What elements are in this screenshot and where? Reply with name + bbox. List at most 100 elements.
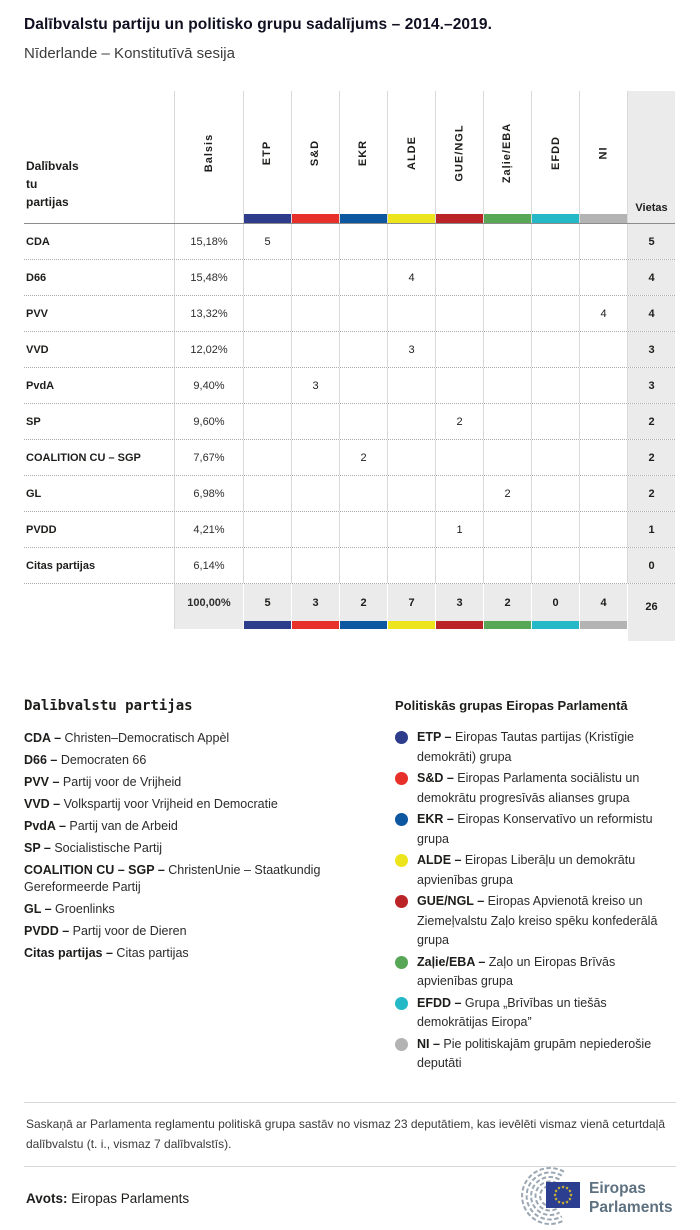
total-group-cell: 0 (532, 584, 580, 629)
total-group-cell: 2 (340, 584, 388, 629)
group-seats-cell: 5 (244, 224, 292, 259)
group-color-bar (484, 214, 531, 223)
group-legend-item: EFDD – Grupa „Brīvības un tiešās demokrā… (395, 994, 676, 1033)
group-col-header: Zaļie/EBA (484, 91, 532, 223)
total-group-cell: 2 (484, 584, 532, 629)
group-color-bar (580, 214, 627, 223)
votes-cell: 9,40% (175, 368, 244, 403)
party-legend-item: PVDD – Partij voor de Dieren (24, 924, 187, 938)
seats-cell: 2 (628, 440, 675, 475)
group-legend-text: ETP – Eiropas Tautas partijas (Kristīgie… (417, 730, 635, 764)
table-row: PVDD 4,21% 1 1 (24, 512, 675, 548)
votes-col-header: Balsis (175, 91, 244, 223)
group-color-dot (395, 895, 408, 908)
group-seats-cell (292, 404, 340, 439)
svg-text:★: ★ (557, 1186, 561, 1192)
group-seats-cell (484, 512, 532, 547)
party-legend-item: PVV – Partij voor de Vrijheid (24, 775, 182, 789)
seats-cell: 5 (628, 224, 675, 259)
group-col-header-label: Zaļie/EBA (501, 122, 514, 183)
group-legend-text: Zaļie/EBA – Zaļo un Eiropas Brīvās apvie… (417, 954, 616, 989)
footnote-divider-bottom (24, 1166, 676, 1167)
svg-text:Parlaments: Parlaments (589, 1199, 673, 1216)
source-label: Avots: (26, 1190, 68, 1206)
party-name-cell: PVDD (24, 512, 175, 547)
svg-text:★: ★ (554, 1189, 558, 1195)
seats-header-cell: Vietas (628, 91, 675, 223)
tail-spacer (24, 629, 628, 641)
votes-cell: 15,48% (175, 260, 244, 295)
group-seats-cell (580, 476, 628, 511)
group-seats-cell (388, 296, 436, 331)
group-seats-cell (484, 296, 532, 331)
group-color-bar (244, 621, 291, 629)
group-seats-cell (388, 476, 436, 511)
group-seats-cell (436, 224, 484, 259)
group-col-header: EFDD (532, 91, 580, 223)
party-name-cell: VVD (24, 332, 175, 367)
group-seats-cell (244, 368, 292, 403)
svg-text:★: ★ (565, 1200, 569, 1206)
seats-cell: 4 (628, 260, 675, 295)
group-seats-cell (340, 332, 388, 367)
page-subtitle: Nīderlande – Konstitutīvā sesija (24, 45, 235, 62)
group-color-bar (388, 621, 435, 629)
group-seats-cell (580, 404, 628, 439)
group-seats-cell (388, 512, 436, 547)
group-seats-cell (292, 548, 340, 583)
group-seats-cell (244, 440, 292, 475)
source-row: Avots: Eiropas Parlaments ★ ★ ★ ★ ★ ★ ★ ★ ★ ★ (24, 1167, 676, 1229)
seats-cell: 4 (628, 296, 675, 331)
table-row: Citas partijas 6,14% 0 (24, 548, 675, 584)
party-name-cell: COALITION CU – SGP (24, 440, 175, 475)
group-seats-cell (532, 260, 580, 295)
group-col-header: NI (580, 91, 628, 223)
total-group-cell: 7 (388, 584, 436, 629)
ep-logo: ★ ★ ★★ ★★ ★★ ★★ ★★ Eiropas Parlaments (521, 1167, 673, 1225)
group-seats-cell (532, 476, 580, 511)
votes-cell: 4,21% (175, 512, 244, 547)
group-legend-text: NI – Pie politiskajām grupām nepiederoši… (417, 1036, 652, 1071)
svg-text:★: ★ (565, 1186, 569, 1192)
group-seats-cell (244, 548, 292, 583)
group-seats-cell (340, 476, 388, 511)
group-seats-cell (436, 548, 484, 583)
group-seats-cell (436, 332, 484, 367)
party-name-cell: GL (24, 476, 175, 511)
table-header-row: Dalībvals tu partijas Balsis ETP S&D EKR… (24, 91, 675, 224)
group-seats-cell (340, 260, 388, 295)
group-seats-cell (388, 368, 436, 403)
seats-cell: 3 (628, 368, 675, 403)
party-legend-item: GL – Groenlinks (24, 902, 115, 916)
eu-flag-icon: ★ ★ ★★ ★★ ★★ ★★ ★★ (546, 1182, 580, 1208)
parties-table: Dalībvals tu partijas Balsis ETP S&D EKR… (24, 91, 675, 641)
group-legend-item: S&D – Eiropas Parlamenta sociālistu un d… (395, 769, 676, 808)
votes-cell: 6,14% (175, 548, 244, 583)
table-row: PvdA 9,40% 3 3 (24, 368, 675, 404)
group-seats-cell (340, 224, 388, 259)
group-legend-heading: Politiskās grupas Eiropas Parlamentā (395, 698, 628, 713)
group-seats-cell (244, 260, 292, 295)
group-seats-cell (244, 476, 292, 511)
group-color-bar (244, 214, 291, 223)
group-legend-text: S&D – Eiropas Parlamenta sociālistu un d… (417, 771, 640, 805)
group-seats-cell (388, 548, 436, 583)
group-seats-cell (436, 368, 484, 403)
party-col-header: Dalībvals tu partijas (24, 91, 175, 223)
group-col-header: ETP (244, 91, 292, 223)
tail-gray (628, 629, 675, 641)
group-col-header-label: ETP (261, 140, 274, 165)
group-color-dot (395, 813, 408, 826)
group-col-header: ALDE (388, 91, 436, 223)
group-color-bar (532, 621, 579, 629)
votes-cell: 7,67% (175, 440, 244, 475)
group-legend-text: EKR – Eiropas Konservatīvo un reformistu… (417, 812, 653, 846)
group-seats-cell (580, 440, 628, 475)
table-row: SP 9,60% 2 2 (24, 404, 675, 440)
group-col-header-label: EKR (357, 139, 370, 166)
group-seats-cell (532, 296, 580, 331)
group-seats-cell (484, 440, 532, 475)
page-title: Dalībvalstu partiju un politisko grupu s… (24, 16, 492, 33)
votes-cell: 13,32% (175, 296, 244, 331)
group-seats-cell (292, 260, 340, 295)
